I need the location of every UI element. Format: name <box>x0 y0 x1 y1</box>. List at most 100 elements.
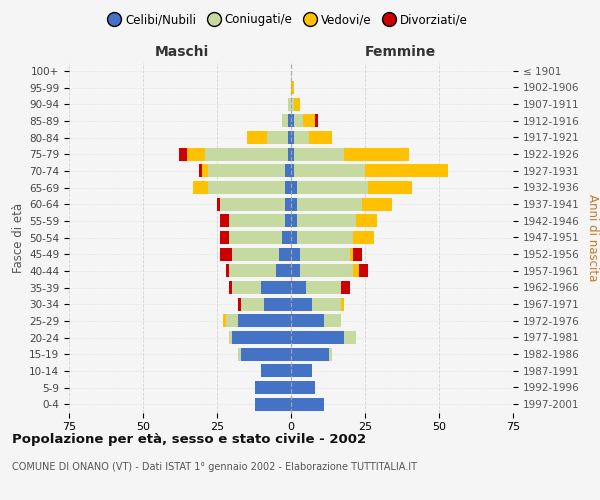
Bar <box>323 314 341 328</box>
Bar <box>229 214 285 228</box>
Bar <box>276 264 291 278</box>
Bar <box>303 114 314 128</box>
Bar <box>241 348 291 360</box>
Bar <box>229 331 232 344</box>
Bar <box>247 131 268 144</box>
Bar <box>353 248 362 260</box>
Bar <box>193 181 208 194</box>
Bar <box>238 348 241 360</box>
Bar <box>291 348 329 360</box>
Legend: Celibi/Nubili, Coniugati/e, Vedovi/e, Divorziati/e: Celibi/Nubili, Coniugati/e, Vedovi/e, Di… <box>104 8 472 31</box>
Bar <box>288 148 291 160</box>
Bar <box>362 198 392 210</box>
Bar <box>291 164 294 177</box>
Bar <box>297 181 368 194</box>
Bar <box>291 181 297 194</box>
Bar <box>329 348 332 360</box>
Bar <box>282 231 291 244</box>
Bar <box>288 98 291 110</box>
Bar <box>262 281 291 294</box>
Bar <box>226 314 238 328</box>
Bar <box>356 214 377 228</box>
Bar <box>232 281 262 294</box>
Bar <box>226 264 229 278</box>
Bar <box>294 114 303 128</box>
Bar <box>288 114 291 128</box>
Bar <box>294 148 344 160</box>
Bar <box>297 231 353 244</box>
Text: COMUNE DI ONANO (VT) - Dati ISTAT 1° gennaio 2002 - Elaborazione TUTTITALIA.IT: COMUNE DI ONANO (VT) - Dati ISTAT 1° gen… <box>12 462 417 472</box>
Bar <box>291 248 300 260</box>
Bar <box>220 214 229 228</box>
Bar <box>232 331 291 344</box>
Bar <box>291 98 294 110</box>
Bar <box>202 164 208 177</box>
Bar <box>291 381 314 394</box>
Bar <box>341 281 350 294</box>
Bar <box>220 198 285 210</box>
Y-axis label: Anni di nascita: Anni di nascita <box>586 194 599 281</box>
Bar <box>353 264 359 278</box>
Bar <box>291 114 294 128</box>
Bar <box>300 248 350 260</box>
Text: Femmine: Femmine <box>365 45 436 59</box>
Bar <box>291 231 297 244</box>
Bar <box>291 314 323 328</box>
Bar <box>344 148 409 160</box>
Bar <box>291 131 294 144</box>
Bar <box>297 198 362 210</box>
Text: Popolazione per età, sesso e stato civile - 2002: Popolazione per età, sesso e stato civil… <box>12 432 366 446</box>
Bar <box>238 298 241 310</box>
Bar <box>229 281 232 294</box>
Bar <box>282 114 288 128</box>
Bar <box>291 214 297 228</box>
Bar <box>353 231 374 244</box>
Bar <box>350 248 353 260</box>
Bar <box>199 164 202 177</box>
Bar <box>288 131 291 144</box>
Bar <box>256 398 291 410</box>
Text: Maschi: Maschi <box>154 45 209 59</box>
Bar <box>229 231 282 244</box>
Y-axis label: Fasce di età: Fasce di età <box>12 202 25 272</box>
Bar <box>220 248 232 260</box>
Bar <box>179 148 187 160</box>
Bar <box>291 364 312 378</box>
Bar <box>291 281 306 294</box>
Bar <box>232 248 279 260</box>
Bar <box>294 164 365 177</box>
Bar <box>208 181 285 194</box>
Bar <box>285 164 291 177</box>
Bar <box>262 364 291 378</box>
Bar <box>291 398 323 410</box>
Bar <box>208 164 285 177</box>
Bar <box>220 231 229 244</box>
Bar <box>285 214 291 228</box>
Bar <box>294 131 309 144</box>
Bar <box>312 298 341 310</box>
Bar <box>291 81 294 94</box>
Bar <box>268 131 288 144</box>
Bar <box>297 214 356 228</box>
Bar <box>365 164 448 177</box>
Bar <box>291 198 297 210</box>
Bar <box>291 298 312 310</box>
Bar <box>314 114 317 128</box>
Bar <box>238 314 291 328</box>
Bar <box>291 264 300 278</box>
Bar <box>256 381 291 394</box>
Bar <box>241 298 265 310</box>
Bar <box>291 148 294 160</box>
Bar <box>294 98 300 110</box>
Bar <box>291 331 344 344</box>
Bar <box>265 298 291 310</box>
Bar <box>341 298 344 310</box>
Bar <box>306 281 341 294</box>
Bar <box>223 314 226 328</box>
Bar <box>300 264 353 278</box>
Bar <box>344 331 356 344</box>
Bar <box>229 264 276 278</box>
Bar <box>285 198 291 210</box>
Bar <box>309 131 332 144</box>
Bar <box>279 248 291 260</box>
